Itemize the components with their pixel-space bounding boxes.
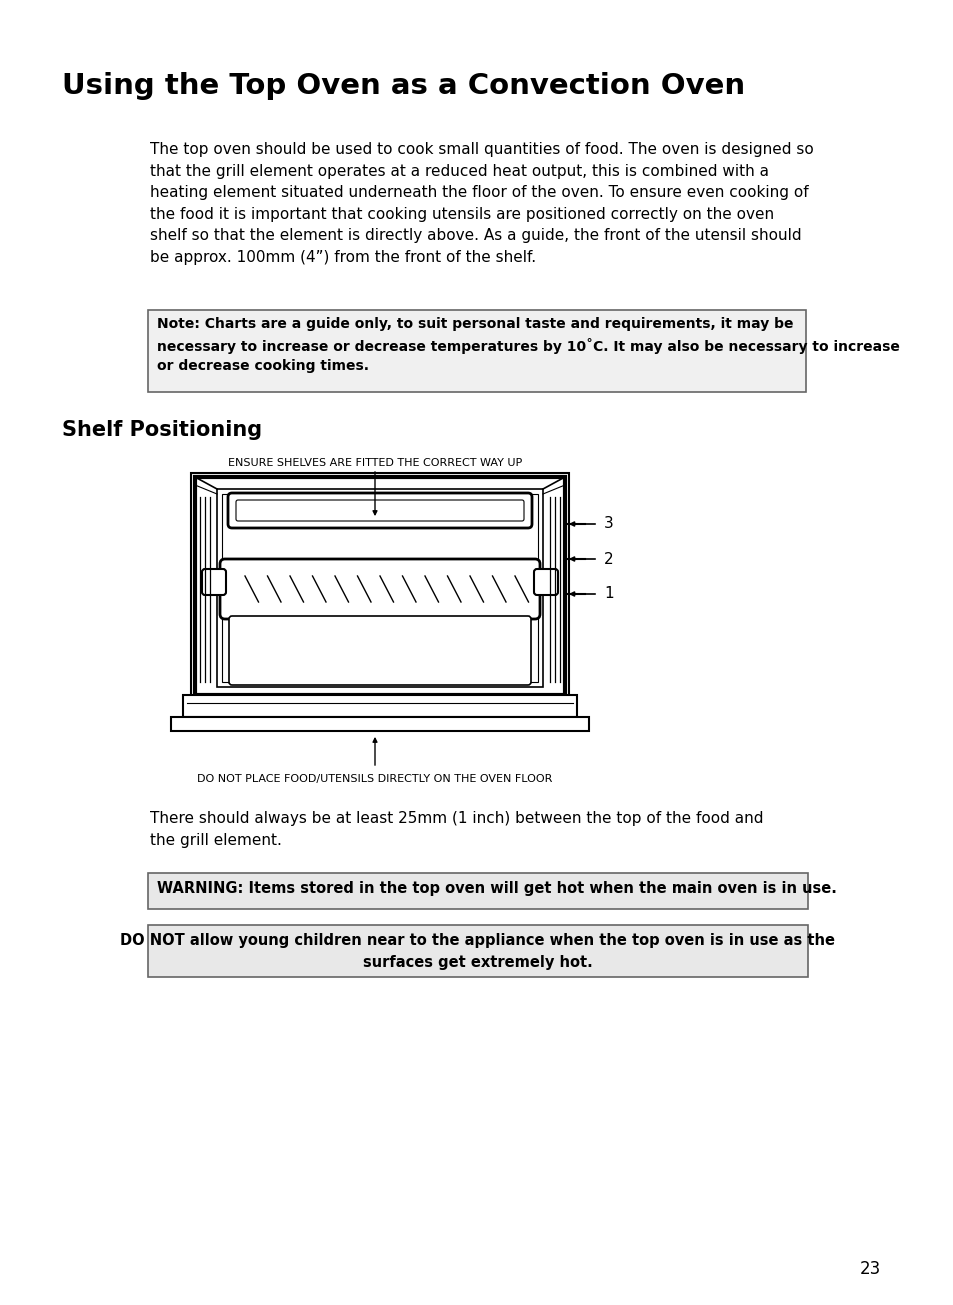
Text: 23: 23 [859, 1261, 880, 1278]
Bar [148, 925, 807, 977]
Text: Shelf Positioning: Shelf Positioning [62, 420, 262, 440]
Bar [194, 478, 564, 696]
Text: DO NOT allow young children near to the appliance when the top oven is in use as: DO NOT allow young children near to the … [120, 933, 835, 970]
Text: Note: Charts are a guide only, to suit personal taste and requirements, it may b: Note: Charts are a guide only, to suit p… [157, 317, 899, 373]
Text: There should always be at least 25mm (1 inch) between the top of the food and
th: There should always be at least 25mm (1 … [150, 810, 762, 848]
Bar [191, 472, 568, 699]
Text: 3: 3 [603, 517, 613, 531]
FancyBboxPatch shape [228, 493, 532, 529]
Text: 2: 2 [603, 552, 613, 566]
Bar [216, 489, 542, 686]
Bar [222, 495, 537, 683]
FancyBboxPatch shape [534, 569, 558, 595]
Bar [148, 873, 807, 910]
Text: WARNING: Items stored in the top oven will get hot when the main oven is in use.: WARNING: Items stored in the top oven wi… [157, 881, 836, 897]
FancyBboxPatch shape [202, 569, 226, 595]
Bar [183, 696, 577, 716]
FancyBboxPatch shape [220, 559, 539, 619]
Text: The top oven should be used to cook small quantities of food. The oven is design: The top oven should be used to cook smal… [150, 142, 813, 265]
Bar [171, 716, 588, 731]
Text: DO NOT PLACE FOOD/UTENSILS DIRECTLY ON THE OVEN FLOOR: DO NOT PLACE FOOD/UTENSILS DIRECTLY ON T… [197, 774, 552, 784]
Text: 1: 1 [603, 586, 613, 602]
Text: ENSURE SHELVES ARE FITTED THE CORRECT WAY UP: ENSURE SHELVES ARE FITTED THE CORRECT WA… [228, 458, 521, 468]
FancyBboxPatch shape [235, 500, 523, 521]
Text: Using the Top Oven as a Convection Oven: Using the Top Oven as a Convection Oven [62, 72, 744, 100]
Bar [148, 311, 805, 392]
FancyBboxPatch shape [229, 616, 531, 685]
